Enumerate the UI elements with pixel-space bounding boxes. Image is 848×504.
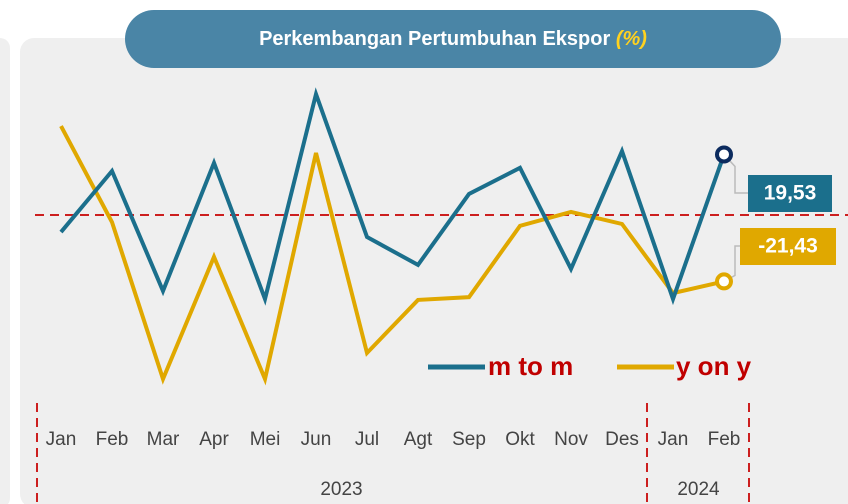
side-panel — [0, 38, 10, 504]
x-tick-label: Agt — [404, 429, 433, 450]
chart-title: Perkembangan Pertumbuhan Ekspor (%) — [259, 28, 647, 50]
x-tick-label: Okt — [505, 429, 535, 450]
legend-label: m to m — [488, 351, 573, 381]
point-marker — [715, 145, 733, 164]
title-text: Perkembangan Pertumbuhan Ekspor — [259, 28, 610, 50]
x-tick-label: Jan — [658, 429, 689, 450]
value-label-box — [748, 175, 832, 212]
point-marker — [715, 272, 733, 291]
x-tick-label: Jul — [355, 429, 379, 450]
line-series — [59, 87, 726, 306]
x-tick-label: Sep — [452, 429, 486, 450]
x-group-label: 2024 — [677, 479, 720, 500]
x-tick-label: Nov — [554, 429, 588, 450]
panel — [20, 38, 848, 504]
x-group-label: 2023 — [320, 479, 362, 500]
x-tick-label: Jun — [301, 429, 332, 450]
x-tick-label: Jan — [46, 429, 77, 450]
x-tick-label: Feb — [96, 429, 129, 450]
value-label: 19,53 — [764, 182, 817, 205]
x-tick-label: Feb — [708, 429, 741, 450]
x-tick-label: Des — [605, 429, 639, 450]
x-tick-label: Mei — [250, 429, 281, 450]
x-tick-label: Apr — [199, 429, 229, 450]
legend-label: y on y — [676, 351, 752, 381]
title-pill — [125, 10, 781, 68]
line-series — [59, 125, 725, 386]
value-label: -21,43 — [758, 235, 818, 258]
x-tick-label: Mar — [147, 429, 180, 450]
title-unit: (%) — [616, 28, 647, 50]
value-label-box — [740, 228, 836, 265]
